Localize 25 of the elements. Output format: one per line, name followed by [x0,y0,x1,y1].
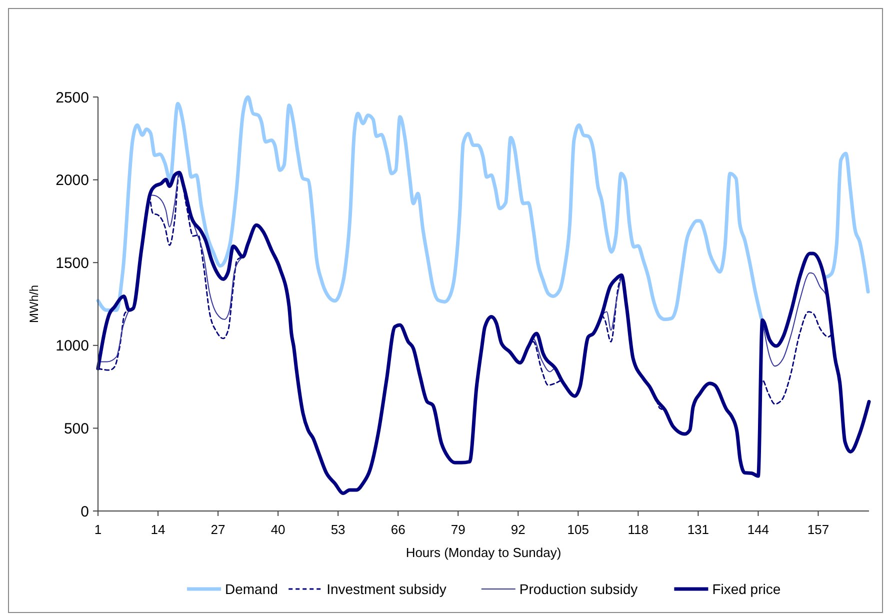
y-tick-label: 0 [80,503,89,520]
legend-label: Investment subsidy [326,580,446,597]
y-tick-label: 500 [64,420,89,438]
x-tick-label: 66 [390,522,406,537]
x-tick-label: 157 [807,522,830,537]
legend-label: Production subsidy [519,580,638,597]
x-tick-label: 27 [210,522,226,537]
y-tick-label: 2000 [56,172,89,190]
x-tick-label: 144 [747,522,770,537]
y-tick-label: 1000 [56,338,89,355]
legend-label: Fixed price [712,580,781,597]
y-tick-label: 1500 [56,254,89,272]
x-tick-label: 1 [94,522,102,537]
x-tick-label: 92 [510,522,526,537]
y-tick-label: 2500 [56,89,89,106]
x-tick-label: 79 [450,522,466,537]
x-tick-label: 14 [150,522,166,537]
x-tick-label: 40 [270,522,286,537]
x-tick-label: 53 [330,522,346,537]
x-axis-title: Hours (Monday to Sunday) [406,545,562,560]
x-tick-label: 118 [628,522,649,537]
x-tick-label: 131 [687,522,710,537]
legend-label: Demand [225,580,278,597]
y-axis-title: MWh/h [27,284,41,324]
x-tick-label: 105 [567,522,589,537]
